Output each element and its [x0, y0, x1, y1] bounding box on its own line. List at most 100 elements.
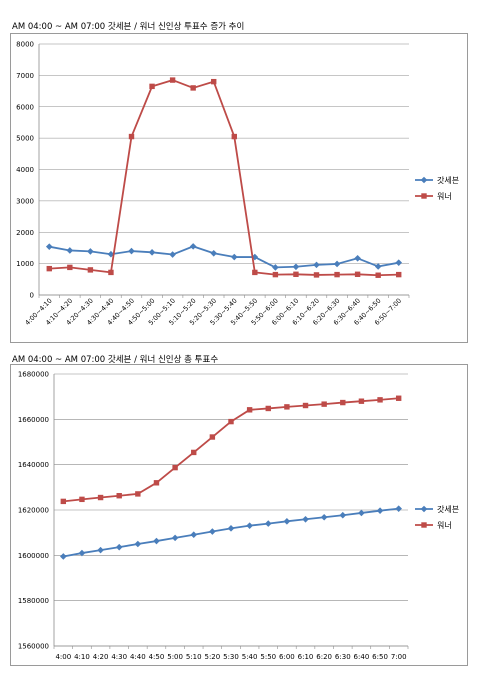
- chart-2-series-2-point: [79, 496, 85, 503]
- chart-2-series-1-point: [358, 509, 365, 517]
- chart-2-series-1-point: [153, 537, 160, 545]
- chart-1-series-2-point: [252, 269, 258, 276]
- chart-2-x-tick-label: 4:10: [74, 653, 90, 661]
- chart-1-series-1-point: [107, 250, 115, 258]
- chart-2-series-1-point: [264, 520, 272, 527]
- chart-1-y-tick-label: 4000: [16, 166, 34, 174]
- chart-2-series-2-point: [284, 404, 290, 410]
- chart-2-x-tick-label: 4:20: [93, 653, 109, 661]
- chart-2-series-2-point: [321, 401, 327, 407]
- chart-1-series-1-point: [333, 260, 341, 268]
- chart-2-series-2-point: [358, 398, 365, 404]
- chart-1-y-tick-label: 6000: [16, 103, 34, 111]
- chart-2-series-1-point: [283, 518, 291, 525]
- chart-2-series-2-point: [191, 449, 197, 456]
- chart-2-title: AM 04:00 ~ AM 07:00 갓세븐 / 워너 신인상 총 투표수: [12, 355, 219, 365]
- chart-2-y-tick-label: 1580000: [18, 597, 49, 605]
- chart-1-series-2-legend-marker: [421, 193, 427, 199]
- chart-2-series-1-point: [395, 505, 402, 512]
- chart-1-series-1-point: [292, 263, 300, 271]
- chart-1-series-2-point: [334, 271, 340, 278]
- chart-2-series-2-point: [395, 395, 402, 401]
- chart-1-series-2-point: [231, 133, 237, 140]
- chart-2-x-tick-label: 5:00: [167, 653, 183, 661]
- chart-2-x-tick-label: 6:40: [354, 653, 370, 661]
- chart-2-series-2-legend-marker: [421, 522, 427, 528]
- chart-2-series-1-point: [97, 546, 104, 554]
- chart-1-title: AM 04:00 ~ AM 07:00 갓세븐 / 워너 신인상 투표수 증가 …: [12, 22, 245, 32]
- chart-1-series-1-point: [148, 249, 156, 256]
- chart-2-series-1-point: [209, 528, 216, 535]
- chart-2-y-tick-label: 1600000: [18, 552, 49, 560]
- chart-2-y-tick-label: 1560000: [18, 643, 49, 651]
- chart-2-series-2-point: [228, 418, 234, 425]
- chart-2-plot: 1560000 1580000 1600000 1620000 1640000 16600…: [18, 371, 459, 662]
- chart-1-series-1-point: [354, 254, 361, 262]
- chart-1-series-2-point: [108, 269, 114, 276]
- chart-2-x-tick-label: 5:10: [186, 653, 202, 661]
- chart-1-series-1-point: [395, 259, 403, 266]
- chart-2-series-1-point: [171, 534, 179, 542]
- chart-1-series-1-point: [189, 243, 197, 250]
- chart-2-series-1-point: [134, 540, 142, 548]
- chart-1-series-1-point: [45, 243, 53, 250]
- chart-1-series-2-point: [87, 267, 94, 273]
- chart-2-x-tick-label: 5:40: [242, 653, 258, 661]
- chart-2-x-tick-label: 6:50: [372, 653, 388, 661]
- chart-1-y-tick-label: 3000: [16, 197, 34, 205]
- chart-1-y-tick-label: 0: [30, 292, 34, 300]
- chart-1-series-2-point: [46, 265, 52, 272]
- chart-2-series-1-point: [246, 522, 253, 529]
- chart-2-series-2-point: [209, 434, 216, 440]
- chart-1-series-2-line: [49, 79, 399, 277]
- chart-2-series-2-point: [60, 498, 67, 505]
- chart-1-series-1-point: [128, 247, 135, 255]
- chart-2-x-tick-label: 7:00: [391, 653, 407, 661]
- chart-2-y-tick-label: 1640000: [18, 461, 49, 469]
- chart-1-y-tick-label: 5000: [16, 135, 34, 143]
- chart-2-frame: 1560000 1580000 1600000 1620000 1640000 16600…: [10, 364, 468, 666]
- chart-2-y-tick-label: 1620000: [18, 507, 49, 515]
- chart-2-series-2-point: [116, 493, 122, 499]
- chart-2-x-tick-label: 6:10: [298, 653, 314, 661]
- chart-1-series-1-point: [230, 253, 238, 261]
- chart-2-x-tick-label: 5:30: [223, 653, 239, 661]
- chart-2-series-1-point: [60, 553, 67, 560]
- chart-2-series-2-point: [172, 464, 178, 471]
- chart-2-x-tick-label: 5:20: [205, 653, 221, 661]
- chart-2-series-2-point: [246, 407, 253, 413]
- chart-1-series-2-point: [211, 78, 217, 85]
- chart-1-series-1-point: [374, 263, 382, 270]
- chart-2-x-tick-label: 5:50: [260, 653, 276, 661]
- chart-1-series-2-point: [272, 271, 279, 278]
- chart-2-series-1-legend-label: 갓세븐: [437, 504, 459, 514]
- chart-1-y-tick-label: 7000: [16, 72, 34, 80]
- chart-2-series-2-legend-label: 워너: [437, 520, 452, 530]
- chart-1-series-2-point: [190, 85, 196, 91]
- chart-2-x-tick-label: 4:50: [149, 653, 165, 661]
- chart-2-series-1-point: [78, 549, 86, 557]
- chart-1-series-1-legend-label: 갓세븐: [437, 175, 459, 185]
- chart-1-y-tick-label: 8000: [16, 41, 34, 49]
- chart-2-series-2-point: [265, 405, 271, 412]
- chart-2-series-1-point: [190, 531, 198, 539]
- chart-2-series-2-point: [340, 399, 346, 406]
- chart-2-series-2-line: [63, 397, 399, 503]
- chart-2-x-tick-label: 4:40: [130, 653, 146, 661]
- chart-2-series-1-legend-marker: [420, 505, 428, 513]
- chart-2-series-1-point: [320, 513, 328, 521]
- chart-2-series-1-point: [115, 543, 123, 551]
- chart-1-plot: 0100020003000400050006000700080004:00~4:…: [16, 41, 459, 327]
- chart-1-series-1-point: [66, 247, 74, 254]
- chart-2-series-1-point: [302, 515, 309, 523]
- chart-1-series-2-point: [293, 271, 299, 277]
- chart-2-series-1-point: [376, 507, 384, 514]
- chart-1-frame: 0 1000 2000 3000 4000 5000 6000 7000 8000 4:00~4:…: [10, 33, 468, 343]
- chart-2-x-tick-label: 6:30: [335, 653, 351, 661]
- chart-1-series-1-point: [210, 249, 218, 257]
- chart-2-y-tick-label: 1680000: [18, 371, 49, 379]
- chart-2-x-tick-label: 4:00: [55, 653, 71, 661]
- chart-2-series-2-point: [302, 402, 309, 409]
- chart-1-series-2-point: [169, 77, 176, 83]
- chart-1-series-1-line: [49, 245, 399, 269]
